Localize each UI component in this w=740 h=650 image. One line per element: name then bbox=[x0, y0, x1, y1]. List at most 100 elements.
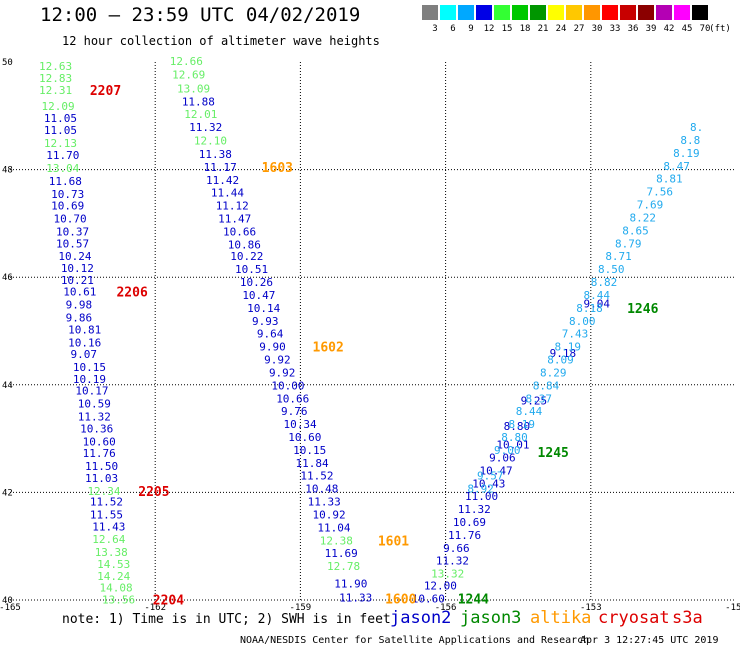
wave-height-value: 10.81 bbox=[68, 323, 101, 336]
pass-time-labels: 2207 2206 2205 2204 1603 1602 1601 1600 1244 1245… bbox=[90, 84, 659, 608]
wave-height-value: 8.65 bbox=[622, 224, 649, 237]
wave-height-value: 7.43 bbox=[562, 328, 589, 341]
wave-height-value: 13.56 bbox=[102, 593, 135, 606]
wave-height-value: 8.47 bbox=[663, 160, 690, 173]
axis-labels: -165 -162 -159 -156 -153 -150 50 48 46 44 42 40 bbox=[0, 58, 740, 613]
wave-height-value: 8.79 bbox=[615, 237, 642, 250]
wave-height-value: 8.22 bbox=[630, 211, 657, 224]
wave-height-value: 10.17 bbox=[75, 385, 108, 398]
wave-height-value: 12.38 bbox=[320, 534, 353, 547]
wave-height-value: 12.13 bbox=[44, 137, 77, 150]
lat-tick-label: 40 bbox=[2, 596, 13, 606]
wave-height-value: 8.84 bbox=[533, 379, 560, 392]
wave-height-value: 12.10 bbox=[194, 135, 227, 148]
wave-height-value: 13.32 bbox=[431, 568, 464, 581]
wave-height-value: 12.01 bbox=[184, 108, 217, 121]
legend-item: jason2 bbox=[390, 608, 452, 628]
scale-label: 42 bbox=[663, 24, 675, 34]
scale-swatch bbox=[638, 5, 654, 20]
wave-height-value: 12.69 bbox=[172, 68, 205, 81]
wave-height-value: 11.12 bbox=[216, 200, 249, 213]
wave-height-value: 10.59 bbox=[78, 398, 111, 411]
wave-height-value: 11.52 bbox=[300, 470, 333, 483]
scale-swatch bbox=[584, 5, 600, 20]
wave-height-value: 12.78 bbox=[327, 560, 360, 573]
lon-tick-label: -165 bbox=[0, 603, 21, 613]
wave-height-value: 11.50 bbox=[85, 460, 118, 473]
pass-time-label: 2204 bbox=[153, 593, 184, 608]
wave-height-value: 14.08 bbox=[100, 582, 133, 595]
wave-height-value: 9.57 bbox=[477, 470, 504, 483]
lat-tick-label: 50 bbox=[2, 58, 13, 68]
wave-height-value: 11.68 bbox=[49, 175, 82, 188]
scale-swatch bbox=[692, 5, 708, 20]
wave-height-value: 9.06 bbox=[489, 451, 516, 464]
pass-time-label: 1245 bbox=[538, 446, 569, 461]
wave-height-value: 10.48 bbox=[305, 483, 338, 496]
wave-height-value: 9.64 bbox=[257, 328, 284, 341]
wave-height-value: 12.34 bbox=[87, 485, 120, 498]
wave-height-value: 10.21 bbox=[61, 274, 94, 287]
wave-height-value: 8.37 bbox=[525, 392, 552, 405]
wave-height-value: 11.55 bbox=[90, 508, 123, 521]
wave-height-value: 8.71 bbox=[605, 250, 632, 263]
scale-label: 24 bbox=[555, 24, 567, 34]
wave-height-value: 10.47 bbox=[479, 464, 512, 477]
scale-label: 45 bbox=[681, 24, 693, 34]
pass-time-label: 2206 bbox=[116, 286, 147, 301]
wave-height-value: 10.73 bbox=[51, 188, 84, 201]
wave-height-value: 13.38 bbox=[95, 546, 128, 559]
wave-height-value: 11.32 bbox=[458, 503, 491, 516]
wave-height-value: 11.70 bbox=[46, 149, 79, 162]
scale-swatch bbox=[656, 5, 672, 20]
wave-height-value: 11.33 bbox=[339, 591, 372, 604]
scale-label: 33 bbox=[609, 24, 621, 34]
wave-height-value: 12.83 bbox=[39, 72, 72, 85]
lat-tick-label: 44 bbox=[2, 381, 13, 391]
wave-height-value: 8.82 bbox=[591, 276, 618, 289]
pass-time-label: 1603 bbox=[262, 161, 293, 176]
wave-height-value: 8.19 bbox=[555, 341, 582, 354]
wave-height-value: 11.88 bbox=[182, 95, 215, 108]
wave-height-value: 11.52 bbox=[90, 496, 123, 509]
wave-height-value: 8.19 bbox=[673, 147, 700, 160]
pass-time-label: 2205 bbox=[138, 485, 169, 500]
wave-height-value: 10.66 bbox=[276, 392, 309, 405]
wave-height-value: 9.00 bbox=[494, 444, 521, 457]
scale-swatch bbox=[512, 5, 528, 20]
scale-label: 27 bbox=[573, 24, 585, 34]
wave-height-value: 10.86 bbox=[228, 238, 261, 251]
wave-height-value: 8.18 bbox=[576, 302, 603, 315]
scale-swatch bbox=[530, 5, 546, 20]
wave-height-value: 8.8 bbox=[680, 134, 700, 147]
wave-height-value: 10.22 bbox=[230, 250, 263, 263]
lat-tick-label: 48 bbox=[2, 166, 13, 176]
wave-height-value: 9.04 bbox=[584, 298, 611, 311]
legend-item: jason3 bbox=[460, 608, 522, 628]
footer-timestamp: Apr 3 12:27:45 UTC 2019 bbox=[580, 635, 719, 646]
wave-height-value: 12.63 bbox=[39, 60, 72, 73]
wave-height-value: 10.61 bbox=[63, 286, 96, 299]
wave-height-value: 10.24 bbox=[58, 250, 91, 263]
wave-height-value: 9.90 bbox=[259, 341, 286, 354]
wave-height-value: 9.07 bbox=[71, 348, 98, 361]
wave-height-value: 9.86 bbox=[66, 312, 93, 325]
wave-height-value: 12.09 bbox=[41, 100, 74, 113]
wave-height-value: 11.90 bbox=[334, 577, 367, 590]
wave-height-value: 10.60 bbox=[83, 435, 116, 448]
wave-height-value: 10.92 bbox=[313, 508, 346, 521]
scale-swatch bbox=[620, 5, 636, 20]
wave-height-value: 10.69 bbox=[51, 200, 84, 213]
wave-height-value: 10.15 bbox=[73, 361, 106, 374]
wave-height-value: 10.01 bbox=[496, 439, 529, 452]
legend-item: s3a bbox=[672, 608, 703, 628]
wave-height-value: 11.38 bbox=[199, 148, 232, 161]
lon-tick-label: -153 bbox=[580, 603, 602, 613]
wave-height-value: 7.56 bbox=[646, 186, 673, 199]
wave-height-value: 9.25 bbox=[521, 394, 548, 407]
wave-height-value: 11.32 bbox=[78, 411, 111, 424]
scale-label: 12 bbox=[483, 24, 495, 34]
wave-height-value: 10.34 bbox=[283, 418, 316, 431]
wave-height-value: 10.14 bbox=[247, 302, 280, 315]
